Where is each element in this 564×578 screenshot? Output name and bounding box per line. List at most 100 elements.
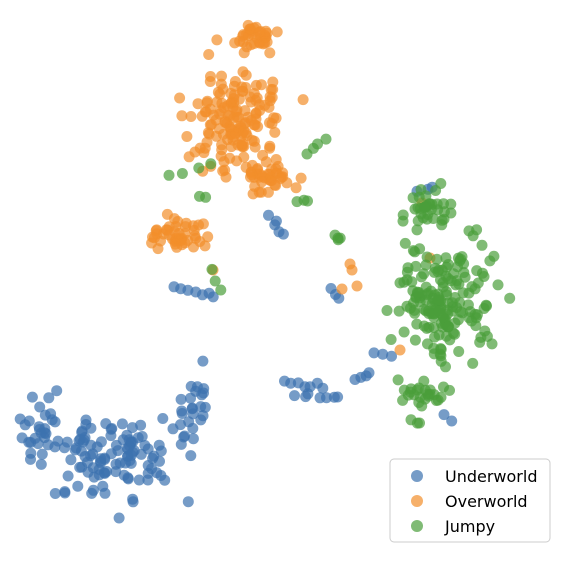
scatter-point-underworld	[127, 496, 139, 508]
scatter-point-overworld	[205, 103, 216, 115]
legend-box	[389, 458, 551, 543]
scatter-point-underworld	[101, 466, 113, 477]
scatter-point-jumpy	[477, 267, 488, 279]
scatter-point-overworld	[266, 163, 278, 175]
scatter-point-underworld	[363, 367, 375, 379]
scatter-point-underworld	[49, 488, 61, 499]
scatter-point-jumpy	[393, 305, 405, 317]
scatter-point-overworld	[256, 176, 268, 188]
scatter-point-underworld	[62, 470, 74, 482]
scatter-point-jumpy	[200, 191, 212, 203]
scatter-point-underworld	[151, 467, 163, 479]
scatter-point-overworld	[228, 131, 240, 143]
scatter-point-overworld	[211, 34, 223, 46]
scatter-point-overworld	[264, 142, 276, 154]
scatter-point-overworld	[205, 71, 216, 82]
scatter-point-underworld	[197, 410, 209, 422]
scatter-point-jumpy	[492, 279, 504, 291]
scatter-point-overworld	[216, 139, 228, 151]
scatter-point-jumpy	[442, 321, 454, 333]
scatter-point-underworld	[72, 480, 84, 492]
scatter-point-jumpy	[413, 191, 425, 203]
scatter-point-overworld	[150, 225, 162, 237]
legend-label-underworld: Underworld	[445, 467, 537, 486]
scatter-point-underworld	[185, 380, 197, 392]
scatter-point-overworld	[260, 25, 272, 37]
scatter-point-jumpy	[469, 283, 481, 295]
scatter-point-jumpy	[385, 334, 397, 345]
scatter-point-underworld	[199, 401, 211, 413]
scatter-point-jumpy	[441, 304, 453, 316]
scatter-point-underworld	[185, 450, 197, 462]
scatter-point-jumpy	[418, 320, 430, 332]
scatter-point-overworld	[185, 111, 197, 122]
scatter-point-jumpy	[470, 312, 482, 324]
scatter-point-jumpy	[215, 284, 227, 296]
scatter-point-overworld	[203, 49, 215, 60]
scatter-point-underworld	[263, 209, 274, 221]
scatter-point-jumpy	[397, 215, 409, 227]
scatter-point-underworld	[122, 472, 134, 484]
scatter-point-jumpy	[463, 225, 475, 237]
scatter-point-jumpy	[429, 331, 441, 343]
scatter-point-jumpy	[206, 263, 218, 275]
scatter-point-underworld	[289, 390, 300, 402]
scatter-point-underworld	[321, 392, 332, 404]
scatter-point-jumpy	[411, 224, 423, 236]
scatter-point-jumpy	[205, 158, 217, 170]
scatter-point-underworld	[438, 409, 450, 421]
scatter-point-underworld	[187, 422, 199, 434]
points-layer	[14, 19, 516, 524]
scatter-point-underworld	[51, 385, 63, 397]
scatter-point-jumpy	[435, 350, 447, 362]
scatter-point-underworld	[119, 457, 131, 469]
scatter-point-jumpy	[312, 138, 323, 150]
scatter-point-overworld	[250, 79, 262, 91]
scatter-point-overworld	[336, 283, 348, 295]
scatter-point-underworld	[110, 458, 122, 470]
scatter-point-underworld	[39, 432, 51, 444]
scatter-point-jumpy	[481, 300, 492, 312]
scatter-point-jumpy	[449, 328, 461, 340]
scatter-point-overworld	[351, 280, 363, 292]
scatter-point-underworld	[35, 458, 47, 470]
scatter-point-overworld	[240, 69, 252, 81]
scatter-point-overworld	[246, 159, 258, 171]
scatter-point-underworld	[59, 486, 71, 498]
scatter-point-underworld	[197, 355, 209, 367]
scatter-point-underworld	[34, 401, 46, 413]
scatter-point-jumpy	[455, 306, 466, 318]
scatter-point-jumpy	[401, 266, 413, 278]
scatter-point-jumpy	[479, 325, 491, 337]
scatter-point-overworld	[176, 110, 188, 122]
legend-item-jumpy: Jumpy	[411, 517, 495, 536]
scatter-point-underworld	[154, 455, 165, 467]
scatter-point-overworld	[271, 26, 283, 38]
scatter-point-underworld	[123, 434, 135, 446]
scatter-point-underworld	[49, 416, 61, 428]
scatter-point-jumpy	[459, 271, 471, 283]
scatter-point-jumpy	[449, 292, 461, 303]
scatter-point-jumpy	[444, 384, 455, 396]
scatter-point-overworld	[295, 172, 307, 184]
scatter-point-jumpy	[320, 133, 332, 145]
scatter-point-overworld	[194, 236, 206, 247]
scatter-point-underworld	[23, 415, 35, 427]
scatter-point-jumpy	[429, 262, 441, 274]
legend-marker-overworld	[411, 495, 423, 507]
scatter-point-jumpy	[486, 338, 498, 350]
scatter-point-underworld	[26, 391, 38, 403]
scatter-point-overworld	[230, 105, 242, 117]
scatter-point-overworld	[210, 130, 222, 142]
scatter-point-overworld	[269, 126, 281, 138]
scatter-point-jumpy	[414, 417, 425, 429]
scatter-point-underworld	[65, 454, 77, 466]
scatter-point-underworld	[87, 484, 99, 496]
scatter-point-underworld	[153, 439, 165, 451]
scatter-point-jumpy	[410, 260, 422, 272]
scatter-point-jumpy	[416, 400, 428, 412]
scatter-point-overworld	[238, 125, 250, 137]
scatter-point-underworld	[175, 438, 187, 450]
scatter-point-underworld	[116, 418, 128, 430]
